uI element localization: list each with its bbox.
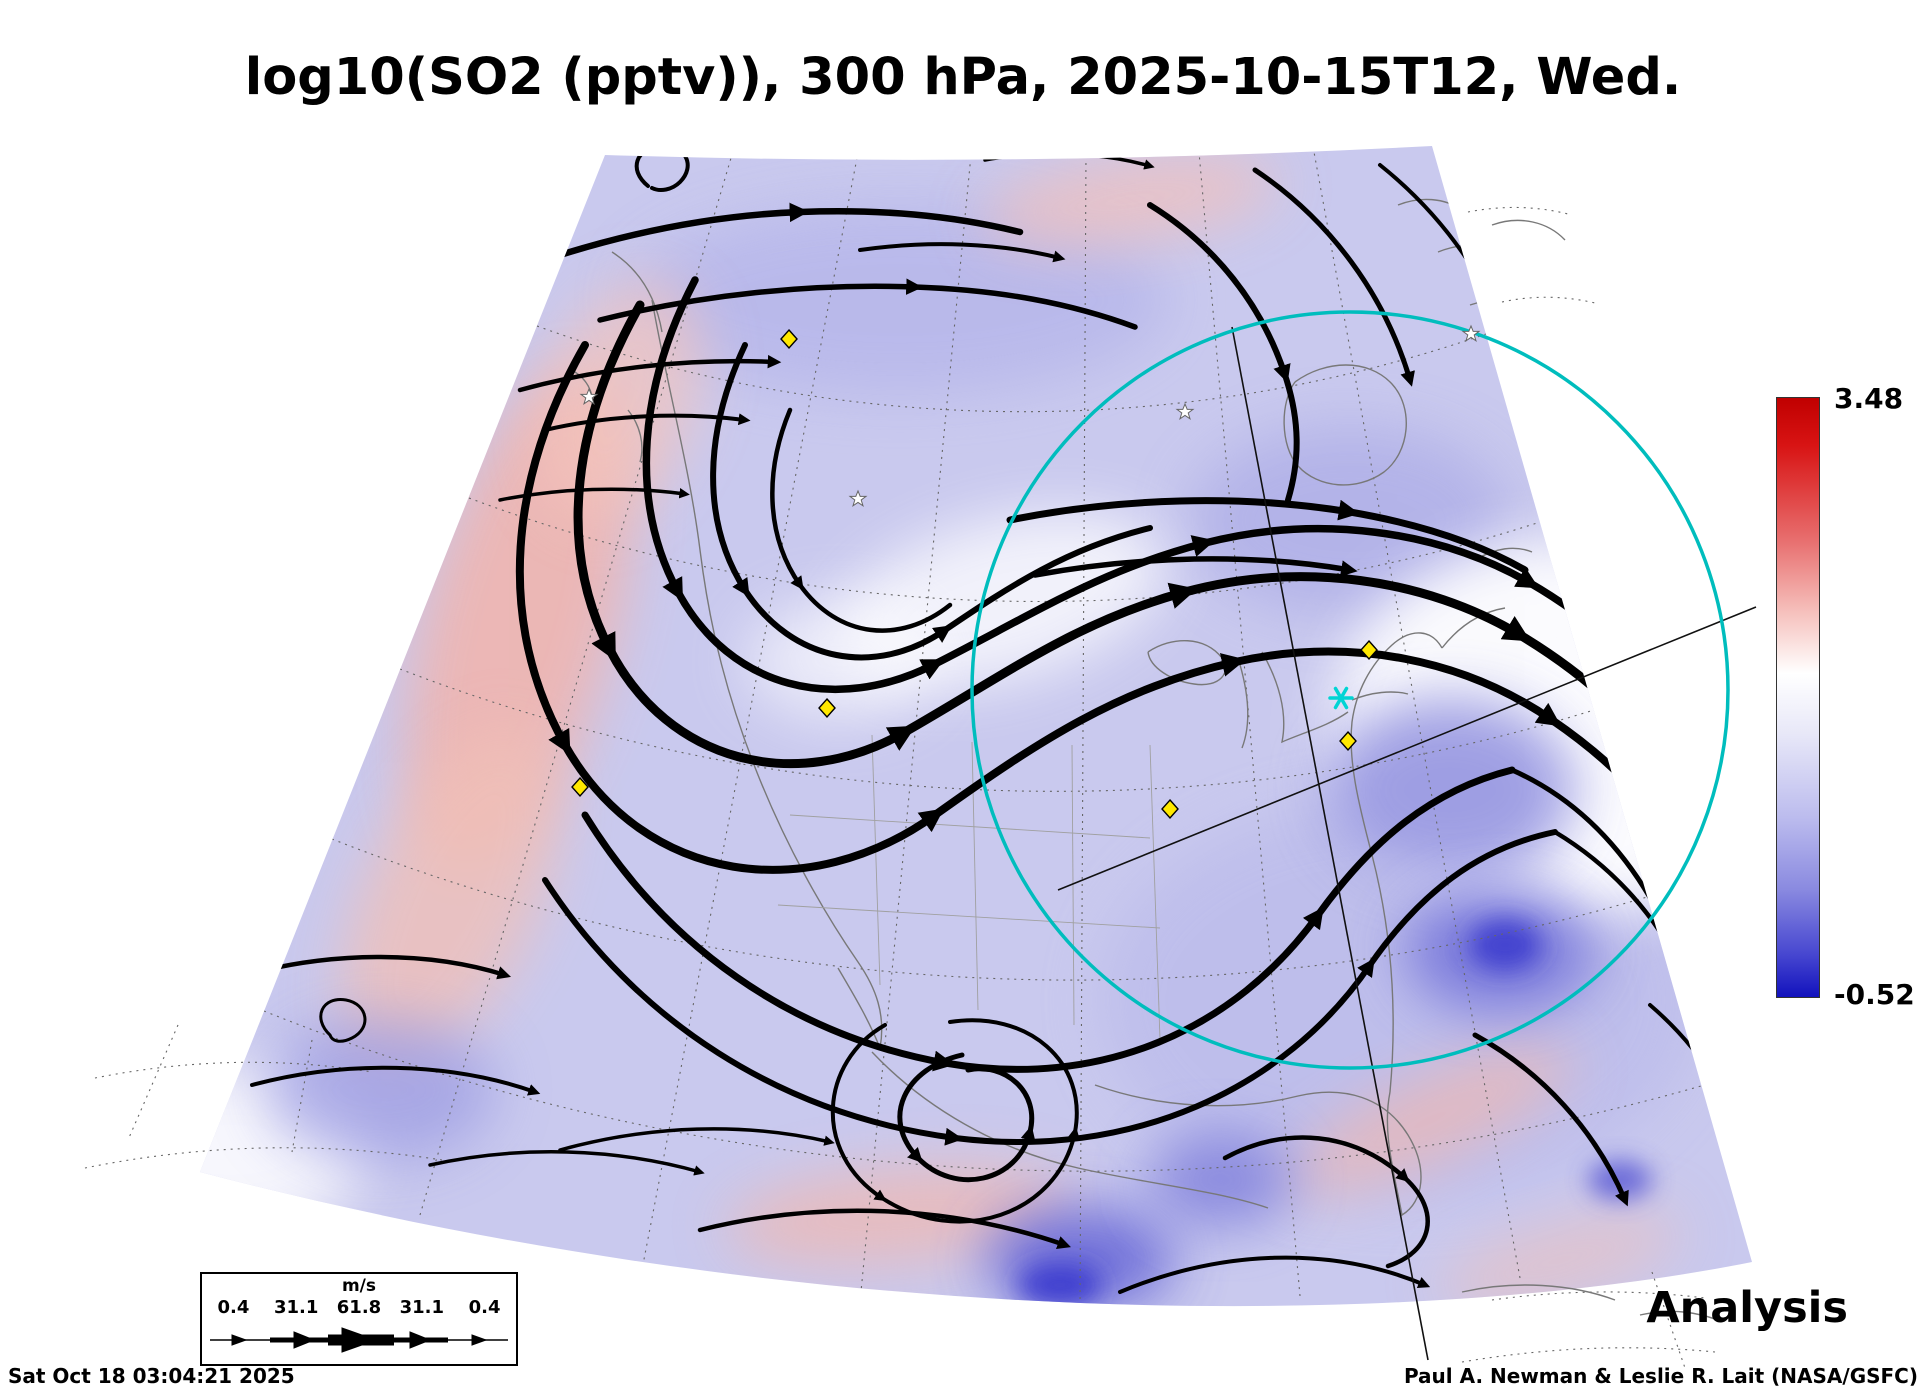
graticule-outside <box>84 206 1716 1369</box>
wind-speed-values: 0.4 31.1 61.8 31.1 0.4 <box>202 1297 516 1318</box>
city-star-icon <box>579 387 599 406</box>
diamond-marker-icon <box>818 697 836 719</box>
wind-speed-value: 31.1 <box>273 1297 319 1318</box>
credit: Paul A. Newman & Leslie R. Lait (NASA/GS… <box>1403 1364 1918 1388</box>
timestamp: Sat Oct 18 03:04:21 2025 <box>8 1364 295 1388</box>
coastlines-outside <box>1461 219 1723 1323</box>
plot-title: log10(SO2 (pptv)), 300 hPa, 2025-10-15T1… <box>244 48 1682 107</box>
range-circle <box>970 310 1730 1070</box>
cross-line-steep <box>1231 326 1429 1361</box>
city-star-icon <box>848 489 868 508</box>
analysis-label: Analysis <box>1646 1283 1848 1333</box>
diamond-marker-icon <box>1339 730 1357 752</box>
colorbar-min-label: -0.52 <box>1834 978 1915 1011</box>
wind-speed-legend: m/s 0.4 31.1 61.8 31.1 0.4 <box>200 1272 518 1366</box>
center-star-icon <box>1328 686 1354 710</box>
diamond-marker-icon <box>780 328 798 350</box>
wind-speed-value: 0.4 <box>468 1297 501 1318</box>
city-star-icon <box>1461 324 1481 343</box>
diamond-marker-icon <box>1360 639 1378 661</box>
diamond-marker-icon <box>1161 798 1179 820</box>
colorbar <box>1776 397 1820 998</box>
city-star-markers <box>579 324 1481 508</box>
colorbar-max-label: 3.48 <box>1834 382 1904 415</box>
cross-section-lines <box>1057 326 1757 1361</box>
cross-line-shallow <box>1057 606 1757 891</box>
wind-speed-value: 61.8 <box>336 1297 382 1318</box>
wind-arrow-scale <box>210 1327 508 1353</box>
diamond-marker-icon <box>571 776 589 798</box>
wind-speed-value: 31.1 <box>399 1297 444 1318</box>
wind-speed-value: 0.4 <box>217 1297 250 1318</box>
wind-unit-label: m/s <box>341 1276 377 1296</box>
site-markers <box>571 328 1378 820</box>
city-star-icon <box>1175 402 1195 421</box>
